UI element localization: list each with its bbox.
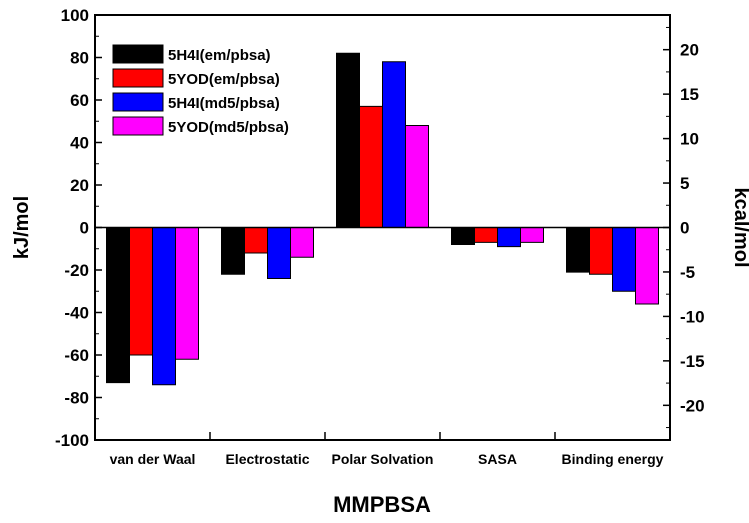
bar-2-3 [405, 125, 429, 228]
bar-3-2 [497, 227, 521, 248]
bar-0-3 [175, 227, 199, 360]
bar-3-0 [451, 227, 475, 245]
bar-0-2 [152, 227, 176, 386]
y-tick-label-left: -60 [64, 346, 89, 365]
y-tick-label-right: 15 [680, 85, 699, 104]
y-axis-title-right: kcal/mol [730, 187, 749, 267]
x-category-label: van der Waal [110, 451, 196, 467]
y-tick-label-left: -80 [64, 389, 89, 408]
y-tick-label-left: 40 [70, 134, 89, 153]
bar-4-2 [612, 227, 636, 292]
x-category-label: Binding energy [562, 451, 664, 467]
y-tick-label-right: 20 [680, 41, 699, 60]
right-axis: 20 15 10 5 0 -5 -10 -15 -20 [663, 26, 705, 429]
bar-4-1 [589, 227, 613, 275]
y-tick-label-right: -20 [680, 396, 705, 415]
y-tick-label-left: -20 [64, 261, 89, 280]
x-category-label: Polar Solvation [332, 451, 434, 467]
bar-0-1 [129, 227, 153, 356]
legend-swatch [112, 44, 164, 64]
x-axis: van der Waal Electrostatic Polar Solvation… [110, 432, 664, 467]
x-category-label: Electrostatic [225, 451, 309, 467]
legend-label: 5H4I(em/pbsa) [168, 47, 271, 64]
bar-3-1 [474, 227, 498, 243]
y-tick-label-right: 10 [680, 130, 699, 149]
y-tick-label-right: -5 [680, 263, 695, 282]
bar-3-3 [520, 227, 544, 243]
left-axis: 100 80 60 40 20 0 -20 -40 -60 -80 -100 [55, 6, 102, 450]
legend-label: 5YOD(md5/pbsa) [168, 119, 289, 136]
bar-1-3 [290, 227, 314, 258]
bar-1-0 [221, 227, 245, 275]
y-axis-title-left: kJ/mol [11, 196, 33, 259]
bar-4-3 [635, 227, 659, 305]
x-category-label: SASA [478, 451, 517, 467]
legend-swatch [112, 92, 164, 112]
bar-2-0 [336, 52, 360, 228]
bar-2-1 [359, 105, 383, 228]
y-tick-label-left: 80 [70, 49, 89, 68]
bar-4-0 [566, 227, 590, 273]
legend-swatch [112, 68, 164, 88]
legend: 5H4I(em/pbsa) 5YOD(em/pbsa) 5H4I(md5/pbsa)… [112, 44, 289, 136]
y-tick-label-left: -40 [64, 304, 89, 323]
y-tick-label-right: 0 [680, 219, 689, 238]
y-tick-label-left: -100 [55, 431, 89, 450]
legend-swatch [112, 116, 164, 136]
y-tick-label-right: -10 [680, 307, 705, 326]
bars-layer [106, 52, 659, 386]
bar-1-1 [244, 227, 268, 254]
legend-label: 5YOD(em/pbsa) [168, 71, 280, 88]
y-tick-label-left: 0 [80, 219, 89, 238]
bar-0-0 [106, 227, 130, 384]
y-tick-label-left: 100 [61, 6, 89, 25]
x-axis-title: MMPBSA [333, 492, 431, 517]
bar-1-2 [267, 227, 291, 279]
y-tick-label-right: 5 [680, 174, 689, 193]
bar-2-2 [382, 61, 406, 228]
legend-label: 5H4I(md5/pbsa) [168, 95, 280, 112]
y-tick-label-left: 20 [70, 176, 89, 195]
y-tick-label-right: -15 [680, 352, 705, 371]
y-tick-label-left: 60 [70, 91, 89, 110]
